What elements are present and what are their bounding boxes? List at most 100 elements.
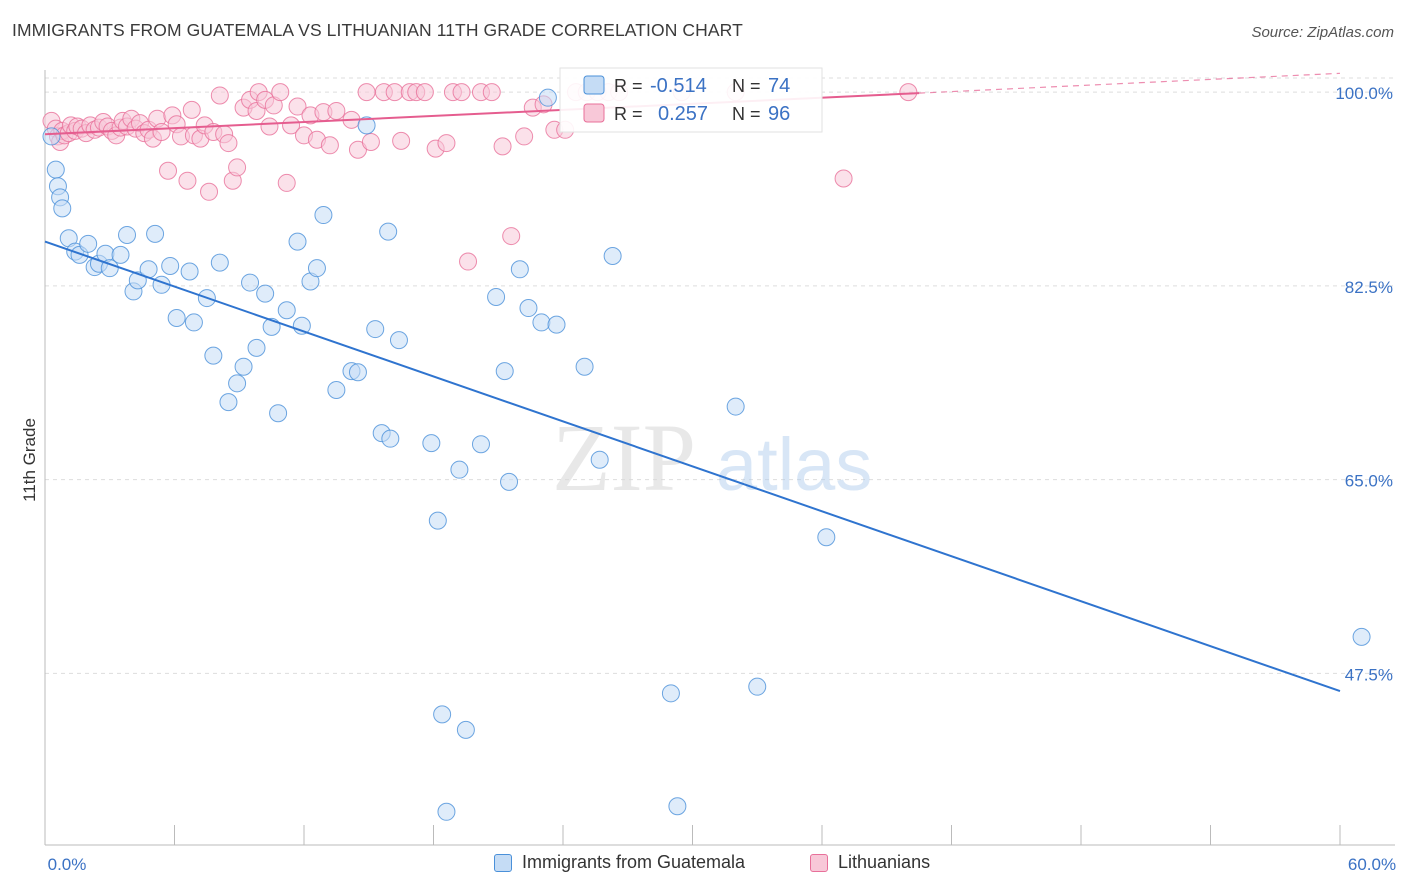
legend-label: Immigrants from Guatemala: [522, 852, 746, 872]
point-lithuanian: [515, 127, 534, 146]
point-lithuanian: [200, 182, 219, 201]
point-lithuanian: [282, 116, 301, 135]
point-guatemala: [379, 222, 398, 241]
point-guatemala: [428, 511, 447, 530]
point-guatemala: [471, 435, 490, 454]
point-guatemala: [726, 397, 745, 416]
point-lithuanian: [277, 173, 296, 192]
point-guatemala: [256, 284, 275, 303]
point-lithuanian: [271, 83, 290, 102]
point-lithuanian: [437, 134, 456, 153]
trend-line-guatemala: [44, 240, 1341, 693]
point-lithuanian: [392, 131, 411, 150]
point-guatemala: [450, 460, 469, 479]
point-lithuanian: [210, 86, 229, 105]
point-lithuanian: [834, 169, 853, 188]
point-guatemala: [167, 309, 186, 327]
legend-item-guatemala[interactable]: Immigrants from Guatemala: [494, 852, 745, 873]
point-guatemala: [389, 331, 408, 350]
point-guatemala: [456, 720, 475, 739]
point-lithuanian: [899, 83, 918, 102]
legend-top-swatch-pink: [583, 103, 605, 123]
point-lithuanian: [178, 171, 197, 190]
point-guatemala: [817, 528, 836, 547]
point-guatemala: [1352, 627, 1371, 646]
x-tick-label: 60.0%: [1348, 855, 1396, 874]
legend-top-r-label: R =: [614, 76, 643, 96]
y-tick-label: 82.5%: [1345, 278, 1393, 297]
point-guatemala: [748, 677, 767, 696]
legend-label: Lithuanians: [838, 852, 931, 872]
point-guatemala: [204, 346, 223, 365]
point-guatemala: [487, 287, 506, 306]
point-guatemala: [42, 127, 61, 146]
scatter-points: [42, 83, 1371, 821]
point-lithuanian: [482, 83, 501, 102]
point-guatemala: [277, 301, 296, 320]
legend-item-lithuanians[interactable]: Lithuanians: [810, 852, 930, 873]
gridlines: [45, 77, 1395, 674]
watermark-atlas: atlas: [716, 423, 872, 506]
point-guatemala: [269, 404, 288, 423]
point-guatemala: [53, 199, 72, 218]
point-guatemala: [510, 260, 529, 279]
point-lithuanian: [459, 252, 478, 271]
point-lithuanian: [228, 158, 247, 177]
legend-top-r-value: -0.514: [650, 75, 707, 97]
point-lithuanian: [502, 227, 521, 246]
point-guatemala: [184, 313, 203, 332]
point-guatemala: [381, 429, 400, 448]
y-tick-label: 100.0%: [1335, 84, 1393, 103]
point-lithuanian: [260, 117, 279, 136]
point-lithuanian: [357, 83, 376, 102]
point-guatemala: [100, 259, 119, 278]
point-guatemala: [437, 802, 456, 821]
tick-labels: 47.5% 65.0% 82.5% 100.0% 0.0% 60.0%: [48, 84, 1396, 874]
point-guatemala: [532, 313, 551, 332]
chart-title: IMMIGRANTS FROM GUATEMALA VS LITHUANIAN …: [12, 20, 743, 40]
point-guatemala: [210, 253, 229, 272]
legend-bottom: Immigrants from Guatemala Lithuanians: [0, 852, 1406, 876]
trend-line-lithuanian-extension: [919, 72, 1341, 94]
point-guatemala: [495, 362, 514, 381]
point-guatemala: [314, 206, 333, 225]
axes: [44, 70, 1395, 846]
legend-top-n-value: 74: [768, 75, 790, 97]
y-tick-label: 65.0%: [1345, 472, 1393, 491]
point-lithuanian: [385, 83, 404, 102]
point-guatemala: [161, 256, 180, 275]
point-guatemala: [111, 245, 130, 264]
point-guatemala: [603, 247, 622, 265]
point-guatemala: [668, 797, 687, 816]
point-guatemala: [661, 684, 680, 703]
point-guatemala: [146, 224, 165, 243]
y-tick-label: 47.5%: [1345, 665, 1393, 684]
point-lithuanian: [320, 136, 339, 155]
point-lithuanian: [288, 97, 307, 116]
point-guatemala: [234, 357, 253, 376]
source-label: Source: ZipAtlas.com: [1251, 24, 1394, 41]
y-axis-label: 11th Grade: [20, 418, 39, 502]
point-guatemala: [118, 225, 137, 244]
point-lithuanian: [452, 83, 471, 102]
point-guatemala: [46, 160, 65, 179]
point-guatemala: [366, 320, 385, 339]
point-guatemala: [590, 450, 609, 469]
point-guatemala: [219, 393, 238, 412]
point-guatemala: [247, 338, 266, 357]
point-guatemala: [241, 273, 260, 292]
point-guatemala: [307, 259, 326, 278]
legend-top-n-label: N =: [732, 76, 761, 96]
legend-top-r-value: 0.257: [658, 103, 708, 125]
point-guatemala: [288, 232, 307, 251]
point-lithuanian: [327, 101, 346, 120]
legend-top-n-label: N =: [732, 104, 761, 124]
point-lithuanian: [415, 83, 434, 102]
point-lithuanian: [361, 132, 380, 151]
point-guatemala: [79, 234, 98, 253]
legend-top-swatch-blue: [583, 75, 605, 95]
point-guatemala: [433, 705, 452, 724]
point-guatemala: [547, 315, 566, 334]
x-tick-label: 0.0%: [48, 855, 87, 874]
